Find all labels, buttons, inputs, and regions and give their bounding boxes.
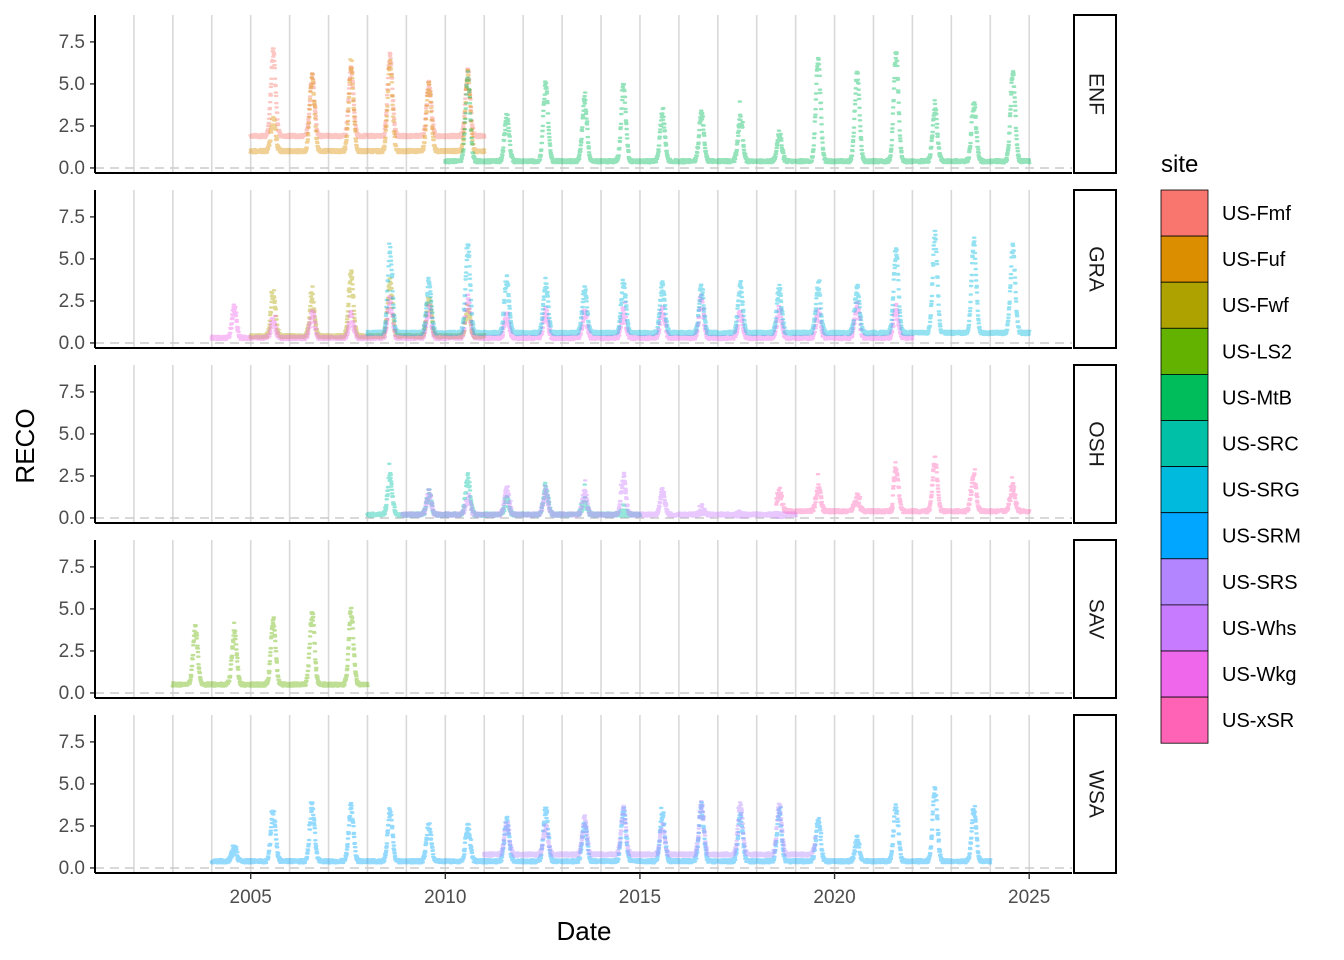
y-tick-label: 7.5 <box>59 557 85 578</box>
y-tick-label: 2.5 <box>59 291 85 312</box>
legend-label: US-MtB <box>1222 387 1292 409</box>
x-tick-label: 2020 <box>813 887 855 908</box>
series-us-ls2-points <box>170 606 370 688</box>
series-us-srm-points <box>209 786 993 865</box>
y-tick-label: 7.5 <box>59 382 85 403</box>
series-us-mtb-points <box>443 51 1032 165</box>
facet-strip-label: SAV <box>1084 599 1107 639</box>
legend-label: US-SRC <box>1222 434 1299 456</box>
y-tick-label: 5.0 <box>59 249 85 270</box>
legend-key-us-fwf <box>1160 281 1209 329</box>
legend-key-us-src <box>1160 420 1209 467</box>
legend-title: site <box>1161 151 1198 178</box>
x-tick-label: 2010 <box>424 887 466 908</box>
facet-panels: 0.0 2.5 5.0 7.5 ENF 0.0 2.5 5.0 7.5 GRA 0.0 2.5 5.0 7… <box>59 14 1117 879</box>
facet-strip <box>1073 189 1117 349</box>
series-us-xsr-points <box>773 455 1032 515</box>
legend-key-us-srm <box>1160 512 1209 560</box>
y-tick-label: 5.0 <box>59 74 85 95</box>
y-tick-label: 0.0 <box>59 683 85 704</box>
facet-strip <box>1073 14 1117 174</box>
facet-wsa: 0.0 2.5 5.0 7.5 WSA <box>59 714 1117 879</box>
legend-label: US-xSR <box>1222 710 1294 732</box>
legend-label: US-Fuf <box>1222 249 1286 271</box>
series-us-srg-points <box>365 229 1032 337</box>
facet-strip <box>1073 714 1117 874</box>
legend-key-us-whs <box>1160 604 1209 652</box>
legend-label: US-LS2 <box>1222 341 1292 363</box>
x-tick-label: 2005 <box>230 887 272 908</box>
panel-background <box>95 715 1072 873</box>
legend-label: US-SRG <box>1222 480 1300 502</box>
series-us-srs-points <box>481 800 818 858</box>
facet-strip-label: OSH <box>1084 421 1107 467</box>
panel-background <box>95 15 1072 173</box>
x-axis: 2005 2010 2015 2020 2025 <box>230 873 1050 908</box>
series-us-fuf-points <box>248 58 487 155</box>
y-tick-label: 7.5 <box>59 732 85 753</box>
facet-sav: 0.0 2.5 5.0 7.5 SAV <box>59 539 1117 704</box>
y-tick-label: 5.0 <box>59 424 85 445</box>
legend-key-us-ls2 <box>1160 327 1209 375</box>
y-tick-label: 2.5 <box>59 816 85 837</box>
legend-key-us-mtb <box>1160 373 1209 421</box>
y-tick-label: 0.0 <box>59 158 85 179</box>
y-tick-label: 0.0 <box>59 858 85 879</box>
series-us-whs-points <box>400 471 798 520</box>
series-us-fmf-points <box>248 47 487 140</box>
panel-background <box>95 365 1072 523</box>
facet-enf: 0.0 2.5 5.0 7.5 ENF <box>59 14 1117 179</box>
y-tick-label: 7.5 <box>59 207 85 228</box>
panel-background <box>95 190 1072 348</box>
legend-key-us-fuf <box>1160 235 1209 283</box>
facet-strip <box>1073 539 1117 699</box>
x-axis-title: Date <box>557 916 612 946</box>
legend-label: US-Whs <box>1222 618 1296 640</box>
x-tick-label: 2015 <box>619 887 661 908</box>
legend-label: US-SRM <box>1222 526 1301 548</box>
y-tick-label: 7.5 <box>59 32 85 53</box>
legend-key-us-fmf <box>1160 189 1209 237</box>
legend-label: US-Fwf <box>1222 295 1289 317</box>
y-tick-label: 2.5 <box>59 641 85 662</box>
facet-strip <box>1073 364 1117 524</box>
y-tick-label: 5.0 <box>59 774 85 795</box>
legend-label: US-Wkg <box>1222 664 1296 686</box>
y-tick-label: 0.0 <box>59 508 85 529</box>
legend-key-us-srg <box>1160 466 1209 514</box>
y-axis-title: RECO <box>10 408 40 483</box>
panel-background <box>95 540 1072 698</box>
y-tick-label: 0.0 <box>59 333 85 354</box>
legend-key-us-xsr <box>1160 696 1209 744</box>
y-tick-label: 5.0 <box>59 599 85 620</box>
legend-label: US-Fmf <box>1222 203 1291 225</box>
facet-strip-label: GRA <box>1084 246 1107 292</box>
series-us-fwf-points <box>248 269 487 340</box>
series-us-wkg-points <box>209 293 915 342</box>
facet-gra: 0.0 2.5 5.0 7.5 GRA <box>59 189 1117 354</box>
legend-key-us-wkg <box>1160 650 1209 698</box>
legend-label: US-SRS <box>1222 572 1298 594</box>
facet-osh: 0.0 2.5 5.0 7.5 OSH <box>59 364 1117 529</box>
y-tick-label: 2.5 <box>59 466 85 487</box>
y-tick-label: 2.5 <box>59 116 85 137</box>
series-us-src-points <box>365 462 643 518</box>
legend: site US-Fmf US-Fuf US-Fwf US-LS2 US-MtB US-SRC… <box>1160 151 1301 744</box>
facet-strip-label: WSA <box>1084 770 1107 818</box>
legend-key-us-srs <box>1160 558 1209 606</box>
facet-strip-label: ENF <box>1084 73 1107 115</box>
x-tick-label: 2025 <box>1008 887 1050 908</box>
